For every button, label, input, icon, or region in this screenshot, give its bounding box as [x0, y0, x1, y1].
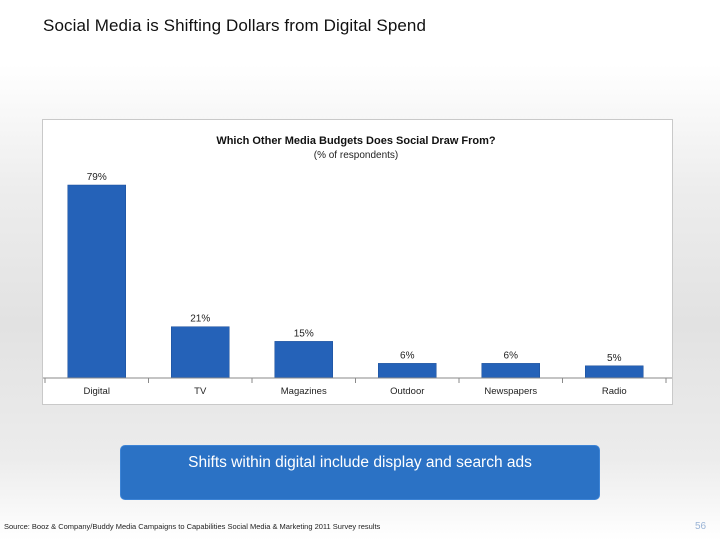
slide-title: Social Media is Shifting Dollars from Di…	[43, 16, 427, 35]
bar-magazines	[274, 341, 333, 379]
callout-box: Shifts within digital include display an…	[120, 445, 600, 500]
category-label-radio: Radio	[602, 386, 627, 397]
value-label-outdoor: 6%	[400, 350, 415, 361]
bars-layer	[67, 184, 644, 379]
callout-text: Shifts within digital include display an…	[188, 454, 532, 471]
category-label-tv: TV	[194, 386, 207, 397]
bar-digital	[67, 184, 126, 379]
category-label-newspapers: Newspapers	[484, 386, 537, 397]
category-label-outdoor: Outdoor	[390, 386, 424, 397]
value-label-magazines: 15%	[294, 328, 314, 339]
page-number: 56	[695, 521, 707, 532]
chart-panel: Which Other Media Budgets Does Social Dr…	[42, 119, 673, 405]
ticks-layer	[44, 378, 667, 383]
category-label-digital: Digital	[84, 386, 110, 397]
bar-newspapers	[481, 363, 540, 379]
chart-subtitle: (% of respondents)	[314, 150, 399, 161]
source-citation: Source: Booz & Company/Buddy Media Campa…	[4, 522, 381, 531]
labels-layer: 79% Digital 21% TV 15% Magazines 6% Outdoor 6% Ne…	[84, 172, 627, 397]
chart-title: Which Other Media Budgets Does Social Dr…	[216, 135, 496, 147]
value-label-tv: 21%	[190, 314, 210, 325]
bar-tv	[171, 326, 230, 379]
bar-outdoor	[378, 363, 437, 379]
bar-radio	[585, 365, 644, 379]
value-label-newspapers: 6%	[504, 350, 519, 361]
category-label-magazines: Magazines	[281, 386, 327, 397]
value-label-radio: 5%	[607, 353, 622, 364]
value-label-digital: 79%	[87, 172, 107, 183]
bar-chart: Which Other Media Budgets Does Social Dr…	[43, 135, 672, 397]
